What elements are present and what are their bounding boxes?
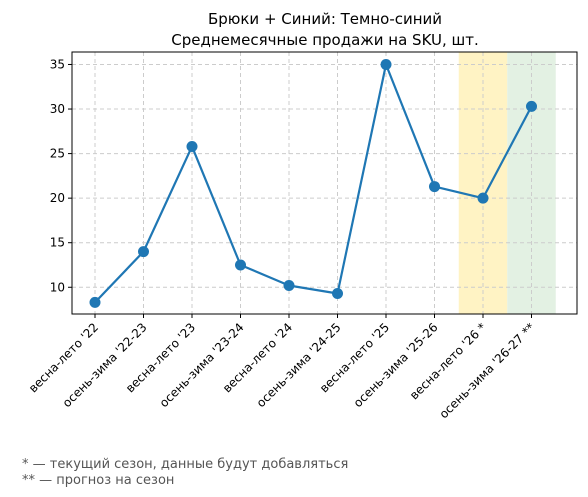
y-axis: 10 15 20 25 30 35 — [50, 57, 72, 294]
y-tick-label-3: 25 — [50, 147, 65, 161]
x-tick-label-1: осень-зима '22-23 — [60, 320, 150, 410]
gridlines — [72, 52, 577, 314]
data-point-4 — [283, 279, 295, 291]
highlight-band-0 — [458, 52, 508, 314]
y-tick-label-1: 15 — [50, 236, 65, 250]
data-point-1 — [138, 246, 149, 258]
y-tick-label-5: 35 — [50, 57, 65, 71]
footnote-current-season: * — текущий сезон, данные будут добавлят… — [22, 457, 349, 472]
data-point-0 — [89, 296, 101, 308]
season-highlights — [458, 52, 556, 314]
data-point-8 — [477, 192, 489, 204]
data-point-3 — [235, 259, 246, 271]
chart-subtitle: Среднемесячные продажи на SKU, шт. — [171, 31, 479, 49]
data-point-9 — [526, 100, 537, 112]
data-point-2 — [186, 140, 198, 152]
data-point-5 — [332, 288, 343, 300]
highlight-band-1 — [507, 52, 556, 314]
y-tick-label-4: 30 — [50, 102, 65, 116]
chart-title: Брюки + Синий: Темно-синий — [208, 10, 442, 28]
x-tick-label-9: осень-зима '26-27 ** — [437, 320, 538, 421]
plot-frame — [71, 51, 578, 315]
data-point-6 — [380, 58, 392, 70]
y-tick-label-0: 10 — [50, 280, 65, 294]
x-tick-label-5: осень-зима '24-25 — [254, 320, 344, 410]
series-group — [89, 58, 537, 308]
x-tick-label-3: осень-зима '23-24 — [157, 320, 247, 410]
footnote-forecast: ** — прогноз на сезон — [22, 473, 175, 488]
series-line-0 — [94, 63, 533, 304]
y-tick-label-2: 20 — [50, 191, 65, 205]
x-tick-label-7: осень-зима '25-26 — [351, 320, 441, 410]
data-point-7 — [429, 181, 440, 193]
